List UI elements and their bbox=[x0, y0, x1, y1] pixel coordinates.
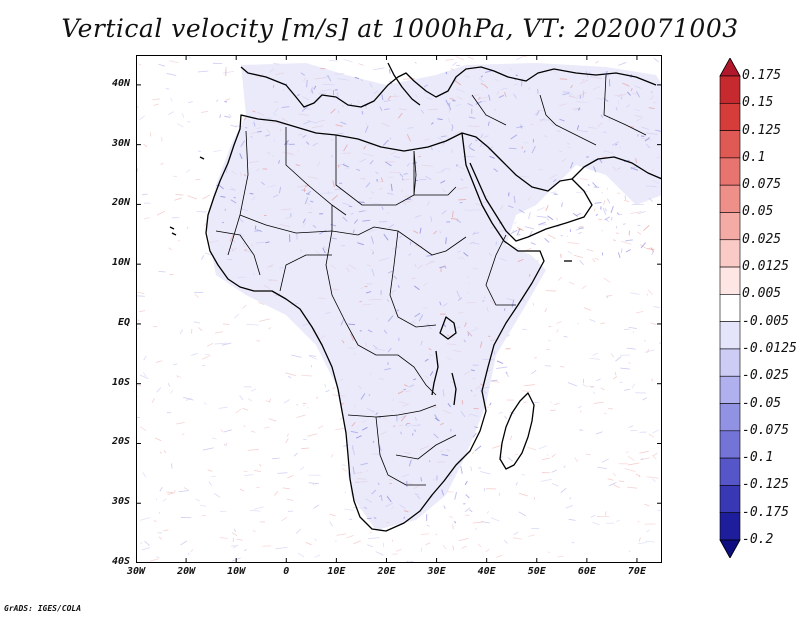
lon-label: 30E bbox=[427, 566, 446, 577]
vertical-velocity-map bbox=[136, 55, 662, 563]
colorbar-label: 0.025 bbox=[742, 231, 782, 247]
colorbar-segment bbox=[719, 157, 741, 186]
grads-credit: GrADS: IGES/COLA bbox=[4, 604, 82, 613]
colorbar-segment bbox=[719, 75, 741, 104]
colorbar-label: 0.005 bbox=[742, 286, 782, 302]
lon-label: 50E bbox=[527, 566, 546, 577]
colorbar-segment bbox=[719, 212, 741, 241]
country-borders bbox=[215, 74, 647, 486]
colorbar-label: -0.2 bbox=[742, 532, 774, 547]
lat-label: 30N bbox=[111, 137, 130, 149]
map-frame bbox=[136, 55, 662, 563]
colorbar-segment bbox=[719, 348, 741, 377]
lon-label: 0 bbox=[283, 566, 290, 577]
lat-label: 20S bbox=[111, 436, 130, 448]
lon-label: 20E bbox=[377, 566, 396, 577]
colorbar-label: -0.1 bbox=[742, 450, 774, 466]
land-field-texture bbox=[215, 68, 662, 524]
lat-label: 20N bbox=[111, 197, 130, 209]
colorbar-segment bbox=[719, 239, 741, 268]
colorbar-segment bbox=[719, 375, 741, 404]
colorbar-segment bbox=[719, 430, 741, 459]
lat-label: 10S bbox=[111, 376, 130, 388]
lon-label: 40E bbox=[477, 566, 496, 577]
coastlines bbox=[169, 62, 662, 532]
map-border bbox=[136, 55, 662, 563]
colorbar-label: 0.15 bbox=[742, 95, 774, 111]
colorbar bbox=[719, 58, 741, 558]
colorbar-segment bbox=[719, 266, 741, 295]
colorbar-label: -0.025 bbox=[742, 368, 789, 384]
lon-label: 70E bbox=[627, 566, 646, 577]
axis-ticks bbox=[136, 55, 662, 563]
colorbar-label: 0.1 bbox=[742, 149, 766, 165]
colorbar-label: -0.05 bbox=[742, 395, 782, 411]
colorbar-segment bbox=[719, 457, 741, 486]
colorbar-bottom-arrow bbox=[719, 539, 741, 558]
lat-label: 30S bbox=[111, 496, 130, 508]
colorbar-label: -0.005 bbox=[742, 313, 789, 329]
colorbar-top-arrow bbox=[719, 58, 741, 77]
lat-label: 10N bbox=[111, 257, 130, 269]
lon-label: 30W bbox=[126, 566, 146, 577]
land-field-shading bbox=[206, 63, 662, 530]
colorbar-label: 0.0125 bbox=[742, 259, 789, 275]
colorbar-label: 0.075 bbox=[742, 177, 782, 193]
colorbar-label: 0.175 bbox=[742, 68, 782, 83]
lon-label: 10E bbox=[327, 566, 346, 577]
map-title: Vertical velocity [m/s] at 1000hPa, VT: … bbox=[61, 14, 739, 43]
colorbar-segment bbox=[719, 184, 741, 213]
colorbar-label: 0.125 bbox=[742, 122, 782, 138]
lon-label: 60E bbox=[577, 566, 596, 577]
colorbar-segment bbox=[719, 130, 741, 159]
colorbar-segment bbox=[719, 512, 741, 541]
colorbar-label: 0.05 bbox=[742, 204, 774, 220]
lat-label: 40S bbox=[111, 556, 130, 567]
colorbar-label: -0.075 bbox=[742, 422, 789, 438]
colorbar-segment bbox=[719, 321, 741, 350]
lon-label: 20W bbox=[177, 566, 196, 577]
colorbar-segment bbox=[719, 403, 741, 432]
colorbar-label: -0.0125 bbox=[742, 340, 797, 356]
colorbar-segment bbox=[719, 102, 741, 131]
colorbar-label: -0.175 bbox=[742, 504, 789, 520]
lon-label: 10W bbox=[227, 566, 246, 577]
colorbar-segment bbox=[719, 485, 741, 514]
lat-label: 40N bbox=[111, 77, 130, 89]
colorbar-label: -0.125 bbox=[742, 477, 789, 493]
colorbar-segment bbox=[719, 294, 741, 322]
lat-label: EQ bbox=[117, 316, 130, 328]
